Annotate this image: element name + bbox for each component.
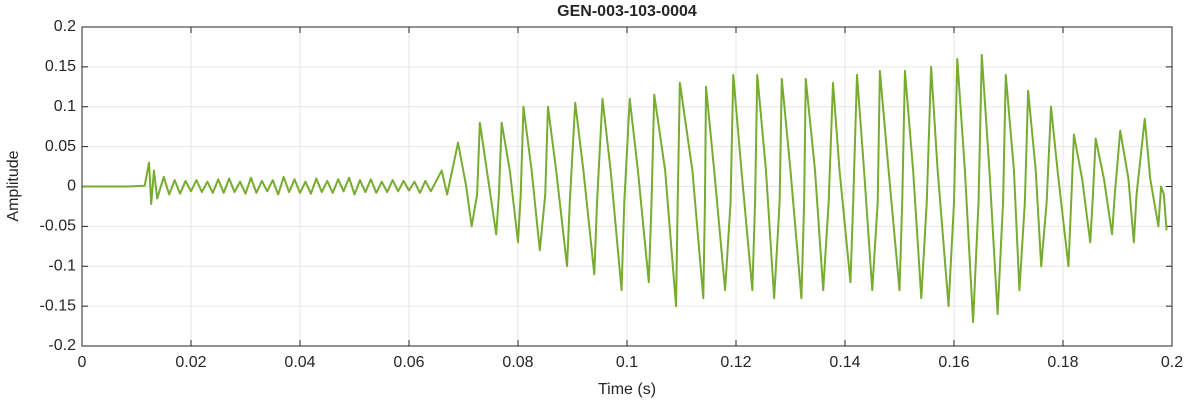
- y-tick-label: 0.2: [54, 18, 76, 35]
- y-tick-label: 0.1: [54, 98, 76, 115]
- x-tick-label: 0.16: [938, 354, 969, 371]
- x-tick-label: 0.12: [720, 354, 751, 371]
- x-tick-label: 0.02: [175, 354, 206, 371]
- y-tick-label: 0.15: [45, 58, 76, 75]
- waveform-line: [82, 53, 1168, 324]
- y-axis-label: Amplitude: [5, 150, 22, 221]
- y-tick-label: -0.15: [40, 297, 77, 314]
- x-tick-label: 0.06: [393, 354, 424, 371]
- plot-frame: [81, 26, 1173, 347]
- x-tick-label: 0.08: [502, 354, 533, 371]
- y-tick-label: -0.05: [40, 218, 77, 235]
- y-tick-label: 0.05: [45, 138, 76, 155]
- y-tick-label: -0.1: [48, 257, 76, 274]
- x-tick-label: 0.2: [1161, 354, 1183, 371]
- y-tick-label: -0.2: [48, 337, 76, 354]
- chart-title: GEN-003-103-0004: [557, 3, 697, 20]
- x-tick-label: 0.18: [1047, 354, 1078, 371]
- x-tick-label: 0.14: [829, 354, 860, 371]
- x-tick-label: 0.1: [616, 354, 638, 371]
- x-tick-label: 0.04: [284, 354, 315, 371]
- x-tick-label: 0: [78, 354, 87, 371]
- y-tick-label: 0: [67, 178, 76, 195]
- x-axis-label: Time (s): [598, 381, 656, 398]
